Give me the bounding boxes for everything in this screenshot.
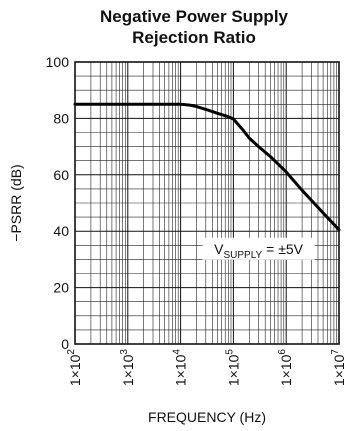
annotation-background	[202, 237, 315, 260]
y-tick-label: 0	[61, 336, 69, 352]
chart-title-line2: Rejection Ratio	[132, 28, 256, 47]
y-tick-label: 60	[53, 167, 69, 183]
y-tick-label: 80	[53, 110, 69, 126]
y-tick-labels: 0 20 40 60 80 100	[46, 54, 70, 352]
annotation: VSUPPLY = ±5V	[202, 237, 315, 261]
x-tick-label: 1×106	[277, 349, 294, 387]
x-axis-label: FREQUENCY (Hz)	[148, 409, 266, 425]
y-tick-label: 20	[53, 280, 69, 296]
plot-area	[73, 102, 341, 232]
plot-frame	[74, 61, 340, 345]
supply-voltage-annotation: VSUPPLY = ±5V	[214, 241, 304, 261]
x-tick-label: 1×104	[172, 349, 189, 387]
x-tick-labels: 1×102 1×103 1×104 1×105 1×106 1×107	[66, 349, 346, 387]
x-tick-label: 1×105	[224, 349, 241, 387]
x-tick-label: 1×103	[119, 349, 136, 387]
y-tick-label: 40	[53, 223, 69, 239]
y-axis-label: −PSRR (dB)	[8, 164, 24, 241]
x-tick-label: 1×107	[330, 349, 346, 387]
chart-title-line1: Negative Power Supply	[100, 7, 289, 26]
y-tick-label: 100	[46, 54, 70, 70]
psrr-curve	[73, 102, 341, 232]
x-tick-label: 1×102	[66, 349, 83, 387]
